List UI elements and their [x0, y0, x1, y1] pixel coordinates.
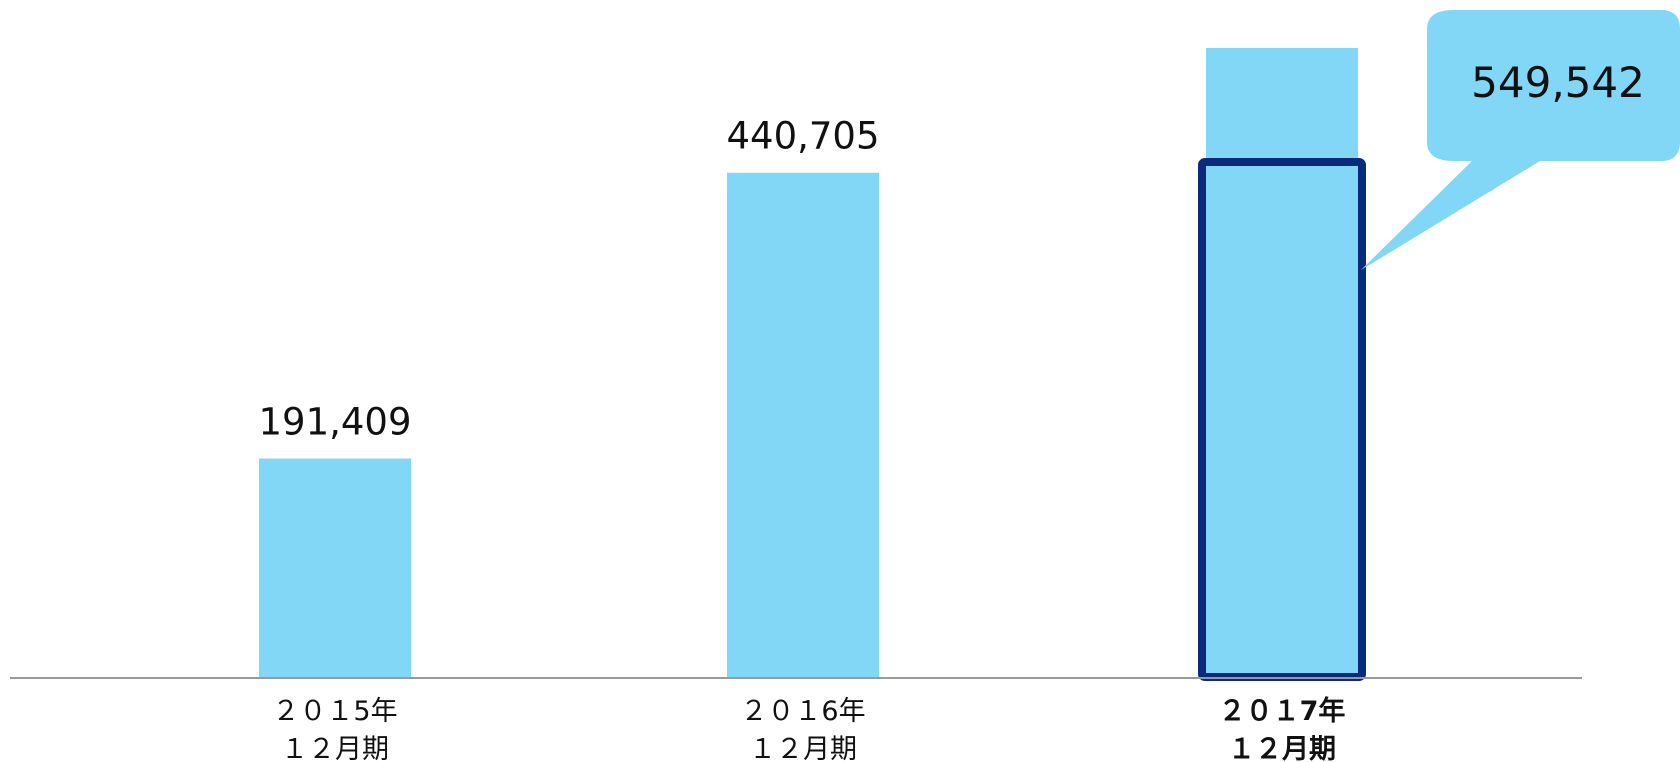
bar-value-label-2: 440,705	[726, 115, 879, 158]
category-label-2-line-1: ２０１6年	[740, 696, 865, 727]
category-label-2-line-2: １２月期	[749, 734, 857, 762]
bar-3	[1206, 47, 1358, 679]
category-label-1-line-1: ２０１5年	[272, 696, 397, 727]
category-label-3-line-2: １２月期	[1228, 734, 1336, 762]
value-callout-bubble	[1361, 10, 1680, 270]
bar-value-label-3: 549,542	[1471, 58, 1645, 107]
bar-2	[727, 172, 879, 678]
bar-1	[259, 458, 411, 678]
bar-value-label-1: 191,409	[258, 401, 411, 444]
category-label-3-line-1: ２０１7年	[1219, 695, 1346, 727]
category-label-1-line-2: １２月期	[281, 734, 389, 762]
